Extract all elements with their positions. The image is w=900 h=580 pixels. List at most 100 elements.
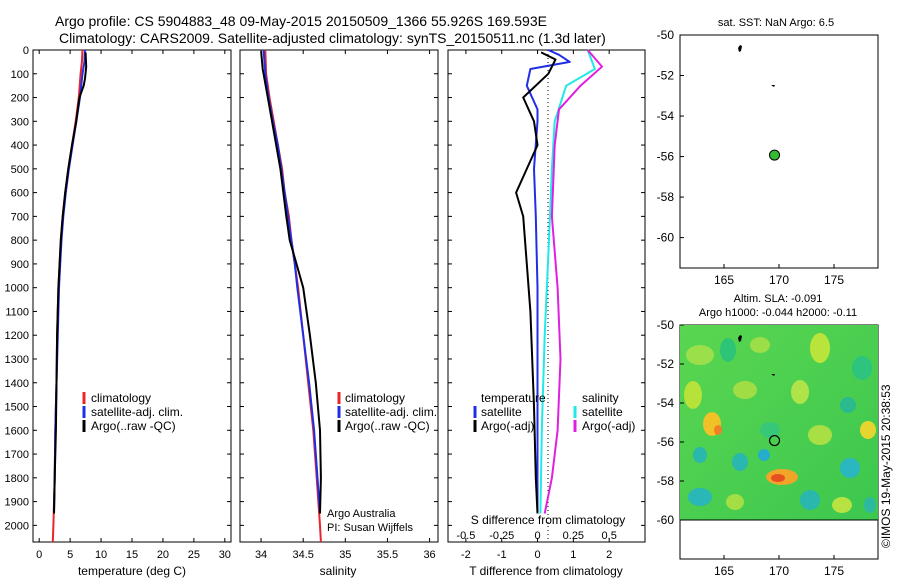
salinity-x-tick-label: 34 <box>255 549 267 561</box>
salinity-series <box>260 49 322 543</box>
map-y-tick-label: -52 <box>657 357 675 371</box>
sla-blob <box>714 425 722 435</box>
map-y-tick-label: -54 <box>657 109 675 123</box>
map-y-tick-label: -50 <box>657 28 675 42</box>
sst-map-panel: sat. SST: NaN Argo: 6.5 165 170 175 -50 -52 -… <box>657 17 879 287</box>
sla-blob <box>693 447 707 463</box>
sla-blob <box>791 380 809 404</box>
sla-title-line-2: Argo h1000: -0.044 h2000: -0.11 <box>699 307 857 319</box>
depth-tick-label: 500 <box>11 164 29 176</box>
argo-position-ring <box>768 434 781 447</box>
depth-tick-label: 1500 <box>5 402 29 414</box>
sla-blob <box>808 425 832 445</box>
sla-blob <box>832 497 852 513</box>
series-line-salinity-satellite <box>539 49 596 514</box>
title-line-1: Argo profile: CS 5904883_48 09-May-2015 … <box>55 13 547 29</box>
depth-tick-label: 1400 <box>5 378 29 390</box>
temperature-legend: climatology satellite-adj. clim. Argo(..… <box>82 391 183 433</box>
sla-blob <box>758 449 770 461</box>
sla-blob <box>860 421 876 439</box>
sla-blob <box>810 333 830 363</box>
legend-temperature-header: temperature <box>481 391 546 405</box>
legend-satellite: satellite-adj. clim. <box>345 405 437 419</box>
s-diff-tick-label: 0.5 <box>602 530 617 542</box>
s-diff-tick-label: -0.5 <box>456 530 475 542</box>
sst-map-frame <box>679 34 879 269</box>
island-landmass <box>738 335 742 342</box>
depth-tick-label: 1800 <box>5 473 29 485</box>
temperature-x-tick-label: 5 <box>67 549 73 561</box>
s-difference-label: S difference from climatology <box>471 513 626 527</box>
s-diff-tick-label: 0 <box>534 530 540 542</box>
map-y-tick-label: -50 <box>657 318 675 332</box>
sla-blob <box>771 474 785 482</box>
t-diff-x-tick-label: -1 <box>497 549 507 561</box>
series-line-argo-raw-qc- <box>260 51 322 514</box>
salinity-xlabel: salinity <box>320 564 357 578</box>
map-x-tick-label: 170 <box>769 273 789 287</box>
salinity-x-axis: 34 34.5 35 35.5 36 <box>255 50 436 561</box>
legend-climatology: climatology <box>91 391 151 405</box>
salinity-x-tick-label: 35.5 <box>377 549 398 561</box>
t-diff-x-tick-label: 1 <box>570 549 576 561</box>
map-x-tick-label: 170 <box>769 564 789 578</box>
t-difference-label: T difference from climatology <box>469 564 623 578</box>
t-diff-x-tick-label: 2 <box>606 549 612 561</box>
salinity-depth-ticks <box>240 49 438 526</box>
depth-tick-label: 1300 <box>5 354 29 366</box>
legend-argo: Argo(..raw -QC) <box>345 419 430 433</box>
depth-tick-label: 1200 <box>5 330 29 342</box>
t-difference-x-axis: -2 -1 0 1 2 <box>461 50 612 561</box>
temperature-x-axis: 0 5 10 15 20 25 30 <box>36 50 231 561</box>
t-diff-x-tick-label: -2 <box>461 549 471 561</box>
map-y-tick-label: -60 <box>657 513 675 527</box>
legend-s-argo: Argo(-adj) <box>582 419 635 433</box>
series-line-temperature-argo-adj- <box>515 51 557 514</box>
salinity-axes-frame <box>239 49 439 543</box>
island-landmass-small <box>771 374 775 376</box>
map-y-tick-label: -58 <box>657 474 675 488</box>
temperature-xlabel: temperature (deg C) <box>78 564 186 578</box>
sla-blob <box>800 490 820 510</box>
sla-blob <box>760 422 780 438</box>
series-line-salinity-argo-adj- <box>543 49 603 514</box>
sla-heatmap-field <box>680 325 878 520</box>
sla-blob <box>864 497 876 513</box>
map-x-tick-label: 175 <box>824 273 844 287</box>
sla-blob <box>684 381 702 409</box>
sst-map-axes: 165 170 175 -50 -52 -54 -56 -58 -60 <box>657 28 845 287</box>
argo-position-marker <box>769 149 781 161</box>
t-diff-x-tick-label: 0 <box>534 549 540 561</box>
sla-map-panel: Altim. SLA: -0.091 Argo h1000: -0.044 h2… <box>657 293 879 578</box>
sla-blob <box>852 356 872 380</box>
depth-tick-label: 1900 <box>5 497 29 509</box>
map-y-tick-label: -54 <box>657 396 675 410</box>
sla-blob <box>686 345 714 365</box>
map-x-tick-label: 175 <box>824 564 844 578</box>
difference-panel: -2 -1 0 1 2 -0.5 -0.25 0 0.25 0.5 S difference f… <box>447 49 646 578</box>
legend-argo: Argo(..raw -QC) <box>91 419 176 433</box>
depth-axis: 0 100 200 300 400 500 600 700 800 900 1000 1100 1200… <box>5 45 231 532</box>
depth-tick-label: 1100 <box>5 306 29 318</box>
map-y-tick-label: -56 <box>657 150 675 164</box>
temperature-x-tick-label: 20 <box>157 549 169 561</box>
sla-blob <box>733 381 757 399</box>
legend-satellite: satellite-adj. clim. <box>91 405 183 419</box>
depth-tick-label: 900 <box>11 259 29 271</box>
depth-tick-label: 600 <box>11 188 29 200</box>
temperature-x-tick-label: 15 <box>126 549 138 561</box>
imos-credit: ©IMOS 19-May-2015 20:38:53 <box>879 384 893 548</box>
temperature-x-tick-label: 30 <box>219 549 231 561</box>
salinity-x-tick-label: 36 <box>423 549 435 561</box>
salinity-panel: 34 34.5 35 35.5 36 salinity climatology sate… <box>239 49 439 578</box>
sla-blob <box>720 338 736 362</box>
s-diff-tick-label: -0.25 <box>489 530 514 542</box>
s-difference-x-axis: -0.5 -0.25 0 0.25 0.5 <box>456 530 616 542</box>
map-y-tick-label: -60 <box>657 231 675 245</box>
legend-t-argo: Argo(-adj) <box>481 419 534 433</box>
temperature-panel: 0100200300400500600700800900100011001200… <box>5 45 232 578</box>
temperature-axes-frame <box>32 49 232 543</box>
sla-blob <box>726 494 744 510</box>
sla-title-line-1: Altim. SLA: -0.091 <box>734 293 823 305</box>
depth-tick-label: 0 <box>23 45 29 57</box>
